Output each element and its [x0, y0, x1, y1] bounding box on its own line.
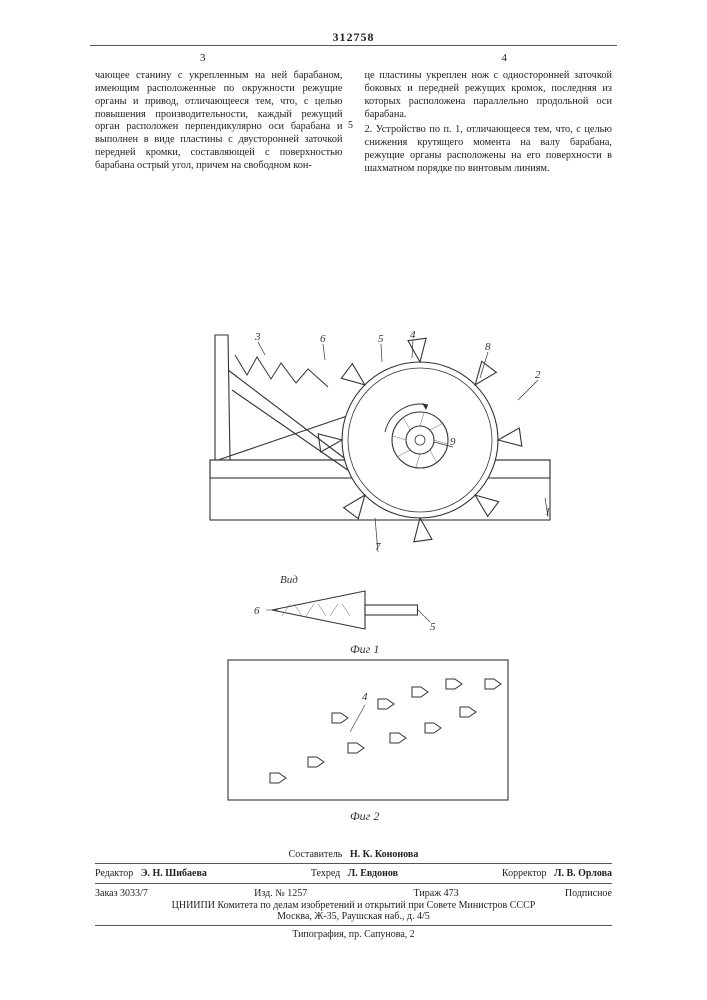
figures-svg: 3 6 5 4 8 2 9 1 7 Вид 6 5 Фиг 1 4 Фиг 2 [150, 300, 570, 840]
editor-name: Э. Н. Шибаева [141, 868, 207, 879]
footer-rule-1 [95, 863, 612, 864]
techred-name: Л. Евдонов [348, 868, 398, 879]
column-right-p2: 2. Устройство по п. 1, отличающееся тем,… [365, 124, 613, 175]
corrector-label: Корректор [502, 868, 547, 879]
corrector-name: Л. В. Орлова [554, 868, 612, 879]
header-rule [90, 45, 617, 46]
column-left: чающее станину с укрепленным на ней бара… [95, 70, 343, 176]
svg-text:8: 8 [485, 341, 491, 353]
footer-rule-2 [95, 883, 612, 884]
svg-text:5: 5 [430, 621, 436, 633]
column-left-text: чающее станину с укрепленным на ней бара… [95, 70, 343, 171]
footer-block: Составитель Н. К. Кононова Редактор Э. Н… [95, 849, 612, 940]
svg-text:6: 6 [320, 333, 326, 345]
text-columns: чающее станину с укрепленным на ней бара… [95, 70, 612, 176]
patent-number: 312758 [0, 30, 707, 45]
svg-text:1: 1 [545, 506, 551, 518]
column-right: це пластины укреплен нож с односторонней… [365, 70, 613, 176]
svg-text:7: 7 [375, 541, 381, 553]
column-right-p1: це пластины укреплен нож с односторонней… [365, 70, 613, 121]
izd-label: Изд. № 1257 [254, 888, 307, 899]
svg-text:3: 3 [254, 331, 261, 343]
order-label: Заказ 3033/7 [95, 888, 148, 899]
compiler-name: Н. К. Кононова [350, 849, 418, 860]
org-line-1: ЦНИИПИ Комитета по делам изобретений и о… [95, 900, 612, 911]
svg-text:Вид: Вид [280, 574, 298, 586]
svg-text:9: 9 [450, 436, 456, 448]
figures-area: 365482917Вид65Фиг 14Фиг 2 [150, 300, 570, 760]
svg-text:6: 6 [254, 605, 260, 617]
editor-label: Редактор [95, 868, 133, 879]
footer-rule-3 [95, 925, 612, 926]
svg-text:5: 5 [378, 333, 384, 345]
svg-text:4: 4 [362, 691, 368, 703]
typography-line: Типография, пр. Сапунова, 2 [95, 929, 612, 940]
org-line-2: Москва, Ж-35, Раушская наб., д. 4/5 [95, 911, 612, 922]
svg-text:2: 2 [535, 369, 541, 381]
gutter-line-marker: 5 [348, 120, 353, 131]
techred-label: Техред [311, 868, 340, 879]
svg-text:4: 4 [410, 329, 416, 341]
svg-text:Фиг 2: Фиг 2 [350, 809, 379, 823]
column-number-right: 4 [502, 52, 508, 64]
svg-text:Фиг 1: Фиг 1 [350, 642, 379, 656]
column-number-left: 3 [200, 52, 206, 64]
tirazh-label: Тираж 473 [414, 888, 459, 899]
compiler-label: Составитель [289, 849, 343, 860]
subscription-label: Подписное [565, 888, 612, 899]
